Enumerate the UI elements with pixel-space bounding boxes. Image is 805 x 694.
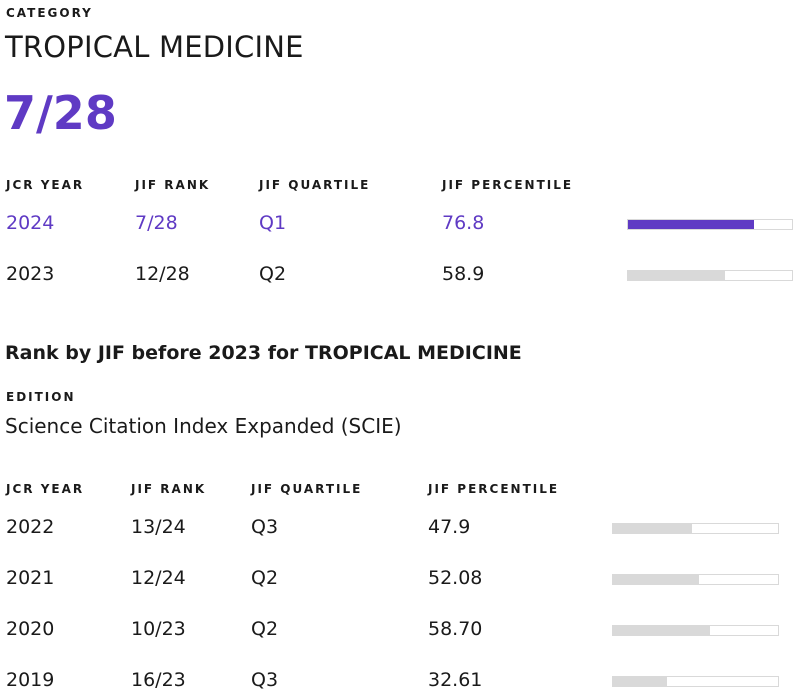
- row-year: 2024: [6, 212, 55, 234]
- row-year: 2023: [6, 263, 55, 285]
- row-year: 2020: [6, 618, 55, 640]
- row-percentile: 32.61: [428, 669, 483, 691]
- col-header-jif-quartile: JIF QUARTILE: [259, 178, 371, 192]
- category-name: TROPICAL MEDICINE: [5, 30, 304, 64]
- percentile-bar-fill: [613, 524, 693, 533]
- row-year: 2019: [6, 669, 55, 691]
- percentile-bar: [612, 523, 779, 534]
- row-quartile: Q3: [251, 516, 279, 538]
- col-header-jif-rank: JIF RANK: [135, 178, 211, 192]
- edition-label: EDITION: [6, 390, 76, 404]
- row-percentile: 47.9: [428, 516, 471, 538]
- row-rank: 13/24: [131, 516, 186, 538]
- percentile-bar-fill: [613, 626, 710, 635]
- row-quartile: Q2: [251, 618, 279, 640]
- row-percentile: 58.70: [428, 618, 483, 640]
- percentile-bar-fill: [628, 220, 754, 229]
- edition-name: Science Citation Index Expanded (SCIE): [5, 414, 402, 438]
- section-title: Rank by JIF before 2023 for TROPICAL MED…: [5, 342, 522, 364]
- col-header-jif-percentile: JIF PERCENTILE: [428, 482, 560, 496]
- row-year: 2022: [6, 516, 55, 538]
- row-percentile: 58.9: [442, 263, 485, 285]
- percentile-bar-fill: [613, 575, 699, 584]
- row-quartile: Q3: [251, 669, 279, 691]
- row-percentile: 76.8: [442, 212, 485, 234]
- category-rank: 7/28: [4, 86, 117, 140]
- percentile-bar: [627, 270, 793, 281]
- row-rank: 7/28: [135, 212, 178, 234]
- row-rank: 16/23: [131, 669, 186, 691]
- percentile-bar-fill: [628, 271, 725, 280]
- col-header-jcr-year: JCR YEAR: [6, 482, 85, 496]
- percentile-bar: [612, 625, 779, 636]
- row-rank: 12/28: [135, 263, 190, 285]
- col-header-jif-quartile: JIF QUARTILE: [251, 482, 363, 496]
- row-quartile: Q2: [259, 263, 287, 285]
- row-year: 2021: [6, 567, 55, 589]
- row-quartile: Q1: [259, 212, 287, 234]
- row-percentile: 52.08: [428, 567, 483, 589]
- row-rank: 12/24: [131, 567, 186, 589]
- percentile-bar: [612, 676, 779, 687]
- col-header-jcr-year: JCR YEAR: [6, 178, 85, 192]
- percentile-bar-fill: [613, 677, 667, 686]
- row-quartile: Q2: [251, 567, 279, 589]
- col-header-jif-rank: JIF RANK: [131, 482, 207, 496]
- row-rank: 10/23: [131, 618, 186, 640]
- category-label: CATEGORY: [6, 6, 93, 20]
- percentile-bar: [612, 574, 779, 585]
- col-header-jif-percentile: JIF PERCENTILE: [442, 178, 574, 192]
- percentile-bar: [627, 219, 793, 230]
